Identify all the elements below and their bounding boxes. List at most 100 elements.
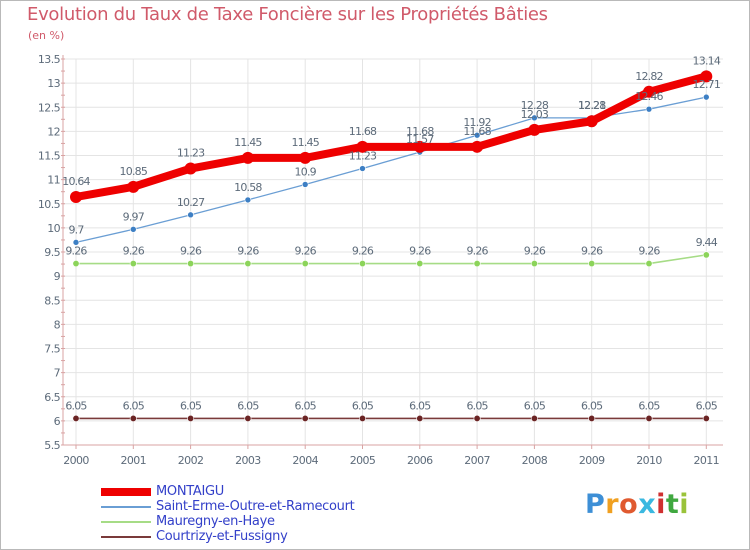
x-tick-label: 2003 xyxy=(235,454,261,467)
proxiti-logo: Proxiti xyxy=(585,489,689,520)
series-line-0 xyxy=(72,72,711,201)
data-label: 6.05 xyxy=(524,399,546,412)
series-line-1 xyxy=(75,96,707,244)
logo-letter: i xyxy=(656,489,666,520)
data-point xyxy=(127,180,140,193)
y-tick-label: 12 xyxy=(47,125,60,138)
data-label: 9.97 xyxy=(123,210,145,223)
chart-title: Evolution du Taux de Taxe Foncière sur l… xyxy=(27,4,548,25)
data-label: 6.05 xyxy=(65,399,87,412)
data-label: 6.05 xyxy=(581,399,603,412)
data-label: 12.46 xyxy=(635,90,663,103)
data-label: 9.26 xyxy=(123,245,145,258)
data-point xyxy=(244,196,252,204)
data-label: 9.7 xyxy=(68,223,84,236)
chart-unit-label: (en %) xyxy=(28,29,65,42)
y-tick-label: 7.5 xyxy=(44,343,60,356)
x-tick-label: 2006 xyxy=(407,454,433,467)
data-label: 11.68 xyxy=(406,125,434,138)
x-tick-label: 2002 xyxy=(178,454,204,467)
data-point xyxy=(416,260,424,268)
legend-swatch xyxy=(101,506,151,508)
data-label: 9.26 xyxy=(581,245,603,258)
data-point xyxy=(72,414,80,422)
data-point xyxy=(645,260,653,268)
data-point xyxy=(413,140,426,153)
data-label: 9.26 xyxy=(295,245,317,258)
x-tick-label: 2001 xyxy=(120,454,146,467)
data-point xyxy=(187,414,195,422)
y-tick-label: 5.5 xyxy=(44,439,60,452)
data-label: 9.26 xyxy=(180,245,202,258)
data-point xyxy=(130,226,137,233)
legend-label: Courtrizy-et-Fussigny xyxy=(156,529,288,544)
data-label: 11.23 xyxy=(349,150,377,163)
y-tick-label: 13.5 xyxy=(38,53,61,66)
data-label: 9.44 xyxy=(696,236,718,249)
data-label: 6.05 xyxy=(352,399,374,412)
data-label: 12.28 xyxy=(578,99,606,112)
y-tick-label: 10 xyxy=(47,222,60,235)
data-point xyxy=(528,123,541,136)
logo-letter: i xyxy=(679,489,690,520)
logo-letter: t xyxy=(665,489,680,520)
legend-label: MONTAIGU xyxy=(156,484,225,499)
data-point xyxy=(471,140,484,153)
data-point xyxy=(358,414,366,422)
data-point xyxy=(645,414,653,422)
data-label: 6.05 xyxy=(638,399,660,412)
data-label: 13.14 xyxy=(693,54,721,67)
data-point xyxy=(244,260,252,268)
data-label: 11.92 xyxy=(463,116,491,129)
data-label: 10.85 xyxy=(120,165,148,178)
legend-swatch xyxy=(101,488,151,496)
y-tick-label: 11.5 xyxy=(38,150,61,163)
data-label: 11.68 xyxy=(463,125,491,138)
legend-swatch xyxy=(101,536,151,538)
data-point xyxy=(473,131,481,139)
data-label: 10.27 xyxy=(177,196,205,209)
data-point xyxy=(301,414,309,422)
data-point xyxy=(585,115,598,128)
data-label: 12.82 xyxy=(635,70,663,83)
data-label: 12.71 xyxy=(693,78,721,91)
x-tick-label: 2011 xyxy=(693,454,719,467)
data-point xyxy=(588,414,596,422)
data-point xyxy=(244,414,252,422)
y-tick-label: 9 xyxy=(54,270,61,283)
y-tick-label: 6 xyxy=(54,415,61,428)
data-label: 10.58 xyxy=(234,181,262,194)
data-point xyxy=(702,251,710,259)
y-tick-label: 8 xyxy=(54,318,61,331)
x-tick-label: 2004 xyxy=(292,454,318,467)
data-label: 11.57 xyxy=(406,133,434,146)
data-label: 9.26 xyxy=(466,245,488,258)
y-tick-label: 7 xyxy=(54,367,61,380)
data-label: 9.26 xyxy=(524,245,546,258)
data-point xyxy=(241,151,254,164)
data-point xyxy=(645,105,653,113)
data-point xyxy=(301,181,309,188)
data-label: 12.28 xyxy=(521,99,549,112)
data-label: 6.05 xyxy=(295,399,317,412)
y-tick-label: 12.5 xyxy=(38,101,61,114)
data-point xyxy=(299,151,312,164)
data-label: 6.05 xyxy=(409,399,431,412)
data-label: 9.26 xyxy=(352,245,374,258)
y-tick-label: 9.5 xyxy=(44,246,60,259)
data-label: 6.05 xyxy=(237,399,259,412)
data-point xyxy=(473,260,481,268)
x-tick-label: 2007 xyxy=(464,454,490,467)
data-label: 6.05 xyxy=(696,399,718,412)
data-point xyxy=(473,414,481,422)
data-point xyxy=(358,260,366,268)
data-label: 11.45 xyxy=(234,136,262,149)
legend-label: Mauregny-en-Haye xyxy=(156,514,275,529)
data-label: 11.23 xyxy=(177,147,205,160)
data-label: 12.03 xyxy=(521,108,549,121)
logo-letter: o xyxy=(619,489,639,520)
data-label: 11.68 xyxy=(349,125,377,138)
data-point xyxy=(702,414,710,422)
y-tick-label: 8.5 xyxy=(44,294,60,307)
